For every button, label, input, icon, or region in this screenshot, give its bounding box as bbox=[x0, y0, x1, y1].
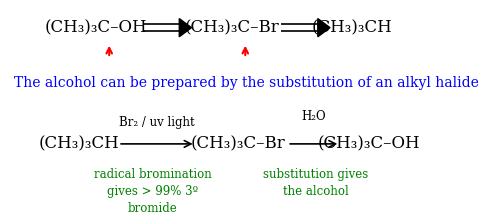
Text: (CH₃)₃CH: (CH₃)₃CH bbox=[39, 135, 120, 152]
Text: H₂O: H₂O bbox=[301, 110, 326, 123]
Text: (CH₃)₃C–Br: (CH₃)₃C–Br bbox=[191, 135, 286, 152]
Text: (CH₃)₃C–Br: (CH₃)₃C–Br bbox=[185, 19, 280, 36]
Text: (CH₃)₃C–OH: (CH₃)₃C–OH bbox=[317, 135, 420, 152]
Text: Br₂ / uv light: Br₂ / uv light bbox=[119, 116, 195, 129]
Text: (CH₃)₃C–OH: (CH₃)₃C–OH bbox=[44, 19, 147, 36]
Polygon shape bbox=[179, 19, 191, 37]
Text: The alcohol can be prepared by the substitution of an alkyl halide: The alcohol can be prepared by the subst… bbox=[14, 76, 479, 90]
Text: substitution gives
the alcohol: substitution gives the alcohol bbox=[263, 168, 368, 198]
Text: radical bromination
gives > 99% 3º
bromide: radical bromination gives > 99% 3º bromi… bbox=[94, 168, 211, 215]
Polygon shape bbox=[318, 19, 330, 37]
Text: (CH₃)₃CH: (CH₃)₃CH bbox=[312, 19, 393, 36]
